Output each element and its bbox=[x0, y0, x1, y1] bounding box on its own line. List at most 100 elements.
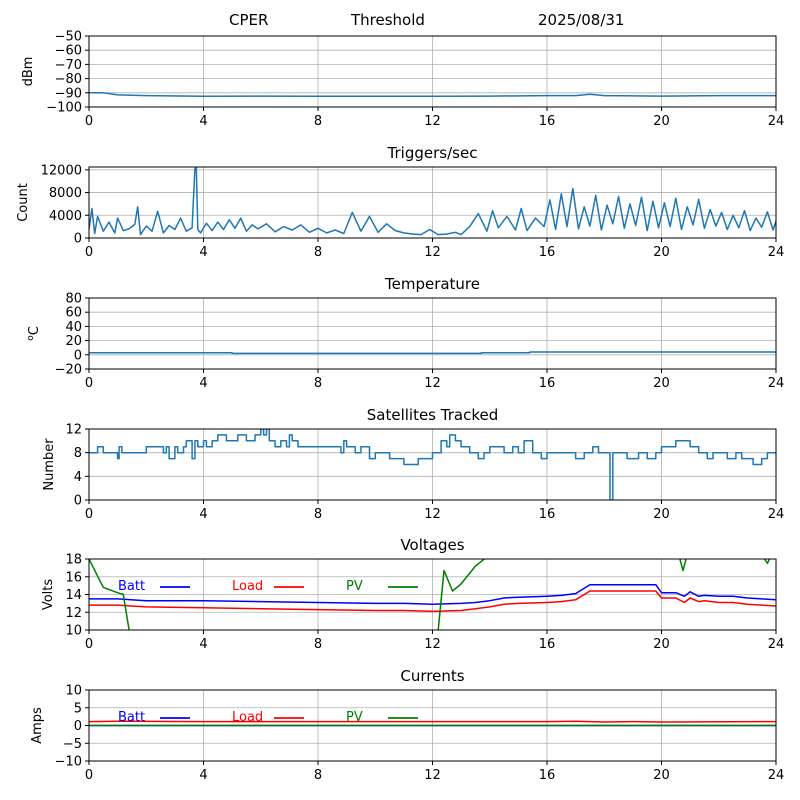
x-tick-label: 4 bbox=[199, 114, 207, 129]
series-line-batt bbox=[89, 583, 776, 606]
y-tick-label: 12 bbox=[65, 606, 82, 621]
y-axis-label: Amps bbox=[30, 707, 45, 744]
x-tick-label: 0 bbox=[85, 507, 93, 522]
x-tick-label: 16 bbox=[539, 114, 556, 129]
legend-label-pv: PV bbox=[346, 710, 363, 725]
x-tick-label: 20 bbox=[653, 507, 670, 522]
y-tick-label: 14 bbox=[65, 588, 82, 603]
x-tick-label: 4 bbox=[199, 768, 207, 783]
panel-triggers: 0 4 8 12 16 20 24 0 4000 8000 12000 Triggers/sec Cou… bbox=[16, 144, 784, 260]
panel-title: Currents bbox=[400, 667, 464, 685]
y-tick-label: −100 bbox=[46, 101, 82, 116]
y-tick-label: 0 bbox=[74, 494, 82, 509]
x-tick-label: 4 bbox=[199, 376, 207, 391]
y-axis-label: dBm bbox=[21, 57, 36, 87]
x-tick-label: 8 bbox=[314, 376, 322, 391]
x-tick-label: 0 bbox=[85, 245, 93, 260]
panel-threshold: 0 4 8 12 16 20 24 −100−90−80−70−60−50 dBm bbox=[21, 30, 784, 130]
y-tick-label: 0 bbox=[74, 719, 82, 734]
y-tick-label: 10 bbox=[65, 624, 82, 639]
x-tick-label: 0 bbox=[85, 376, 93, 391]
y-tick-label: −20 bbox=[55, 363, 82, 378]
legend-label-pv: PV bbox=[346, 579, 363, 594]
y-tick-label: 12000 bbox=[41, 163, 82, 178]
y-axis-label: Count bbox=[16, 183, 31, 222]
x-tick-label: 24 bbox=[768, 376, 785, 391]
x-tick-label: 16 bbox=[539, 507, 556, 522]
y-tick-label: −60 bbox=[55, 44, 82, 59]
y-tick-label: −80 bbox=[55, 72, 82, 87]
panel-satellites: 0 4 8 12 16 20 24 0 4 8 12 Satellites Tracked Number bbox=[42, 406, 784, 522]
y-tick-label: 5 bbox=[74, 701, 82, 716]
y-tick-label: −70 bbox=[55, 58, 82, 73]
y-tick-label: 80 bbox=[65, 292, 82, 307]
y-tick-label: 18 bbox=[65, 553, 82, 568]
y-tick-label: 0 bbox=[74, 232, 82, 247]
panel-title: Temperature bbox=[384, 275, 480, 293]
y-tick-label: 8 bbox=[74, 446, 82, 461]
header-station: CPER bbox=[229, 11, 269, 29]
x-tick-label: 0 bbox=[85, 768, 93, 783]
series-line-0 bbox=[89, 92, 776, 98]
series-line-0 bbox=[89, 167, 776, 236]
y-tick-label: 4000 bbox=[49, 209, 82, 224]
x-tick-label: 16 bbox=[539, 376, 556, 391]
x-tick-label: 20 bbox=[653, 637, 670, 652]
x-tick-label: 24 bbox=[768, 114, 785, 129]
x-tick-label: 8 bbox=[314, 245, 322, 260]
y-tick-label: 12 bbox=[65, 423, 82, 438]
x-tick-label: 4 bbox=[199, 637, 207, 652]
panel-currents: 0 4 8 12 16 20 24 −10 −5 0 5 10 Currents Amps Batt Load… bbox=[30, 667, 784, 783]
legend-label-load: Load bbox=[232, 710, 263, 725]
x-tick-label: 16 bbox=[539, 637, 556, 652]
legend-label-load: Load bbox=[232, 579, 263, 594]
x-tick-label: 24 bbox=[768, 768, 785, 783]
x-tick-label: 24 bbox=[768, 507, 785, 522]
y-tick-label: 0 bbox=[74, 348, 82, 363]
x-tick-label: 4 bbox=[199, 245, 207, 260]
y-axis-label: Volts bbox=[41, 579, 56, 611]
panel-title: Triggers/sec bbox=[387, 144, 478, 162]
x-tick-label: 12 bbox=[424, 768, 441, 783]
y-tick-label: 16 bbox=[65, 570, 82, 585]
y-tick-label: −90 bbox=[55, 86, 82, 101]
y-tick-label: 10 bbox=[65, 684, 82, 699]
legend-label-batt: Batt bbox=[118, 710, 145, 725]
series-line-0 bbox=[89, 429, 776, 500]
x-tick-label: 0 bbox=[85, 637, 93, 652]
y-axis-label: oC bbox=[26, 326, 42, 341]
x-tick-label: 24 bbox=[768, 245, 785, 260]
y-tick-label: −5 bbox=[63, 737, 82, 752]
x-tick-label: 16 bbox=[539, 768, 556, 783]
series-line-0 bbox=[89, 351, 776, 355]
y-tick-label: −10 bbox=[55, 755, 82, 770]
x-tick-label: 20 bbox=[653, 245, 670, 260]
x-tick-label: 20 bbox=[653, 376, 670, 391]
panel-title: Voltages bbox=[400, 536, 464, 554]
legend-label-batt: Batt bbox=[118, 579, 145, 594]
x-tick-label: 16 bbox=[539, 245, 556, 260]
y-tick-label: −50 bbox=[55, 30, 82, 45]
x-tick-label: 20 bbox=[653, 768, 670, 783]
x-tick-label: 12 bbox=[424, 114, 441, 129]
panel-voltages: 0 4 8 12 16 20 24 10 12 14 16 18 Voltages Volts Batt Lo… bbox=[41, 536, 784, 652]
x-tick-label: 8 bbox=[314, 637, 322, 652]
x-tick-label: 4 bbox=[199, 507, 207, 522]
y-tick-label: 40 bbox=[65, 320, 82, 335]
x-tick-label: 12 bbox=[424, 507, 441, 522]
x-tick-label: 0 bbox=[85, 114, 93, 129]
y-tick-label: 60 bbox=[65, 306, 82, 321]
header-mode: Threshold bbox=[351, 11, 425, 29]
x-tick-label: 8 bbox=[314, 507, 322, 522]
header-date: 2025/08/31 bbox=[538, 11, 625, 29]
panel-title: Satellites Tracked bbox=[367, 406, 498, 424]
x-tick-label: 8 bbox=[314, 114, 322, 129]
series-line-load bbox=[89, 720, 776, 723]
x-tick-label: 12 bbox=[424, 376, 441, 391]
y-tick-label: 8000 bbox=[49, 186, 82, 201]
x-tick-label: 12 bbox=[424, 245, 441, 260]
y-axis-label: Number bbox=[42, 438, 57, 491]
x-tick-label: 12 bbox=[424, 637, 441, 652]
